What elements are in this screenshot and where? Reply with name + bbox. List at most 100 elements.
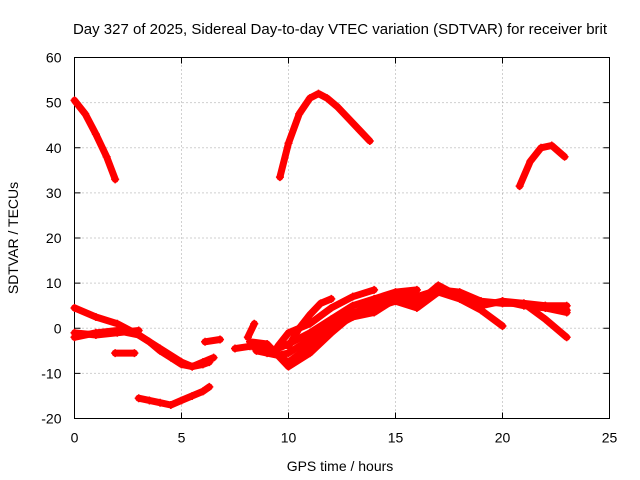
data-point	[177, 396, 186, 405]
data-point	[284, 342, 293, 351]
data-point	[412, 285, 421, 294]
data-point	[434, 288, 443, 297]
data-point	[323, 94, 332, 103]
data-point	[201, 337, 210, 346]
data-point	[156, 398, 165, 407]
series-fragment-a	[111, 349, 139, 358]
x-tick-label: 25	[602, 430, 618, 446]
data-point	[248, 342, 257, 351]
data-point	[370, 285, 379, 294]
data-point	[562, 333, 571, 342]
series-arc-early-low-c	[70, 326, 143, 340]
y-tick-label: 20	[46, 230, 62, 246]
data-point	[134, 394, 143, 403]
data-point	[273, 342, 282, 351]
data-point	[498, 297, 507, 306]
y-tick-label: 10	[46, 275, 62, 291]
data-point	[560, 152, 569, 161]
data-point	[205, 382, 214, 391]
data-point	[327, 315, 336, 324]
x-tick-label: 20	[495, 430, 511, 446]
data-point	[562, 308, 571, 317]
y-tick-label: 30	[46, 185, 62, 201]
x-tick-label: 5	[178, 430, 186, 446]
data-point	[166, 400, 175, 409]
data-point	[216, 335, 225, 344]
data-point	[284, 328, 293, 337]
y-tick-label: 60	[46, 50, 62, 66]
data-point	[231, 344, 239, 353]
y-tick-label: -10	[41, 365, 61, 381]
y-tick-label: 0	[54, 320, 62, 336]
data-point	[305, 328, 314, 337]
series-line	[71, 327, 143, 339]
x-tick-label: 10	[281, 430, 297, 446]
data-point	[198, 387, 207, 396]
data-point	[111, 175, 120, 184]
series-line	[499, 297, 571, 341]
data-point	[177, 360, 186, 369]
axis-ticks	[74, 57, 610, 419]
data-point	[134, 326, 143, 335]
data-point	[145, 337, 154, 346]
data-point	[305, 335, 314, 344]
data-point	[275, 173, 284, 182]
series-arc-afternoon-f	[284, 294, 336, 351]
data-point	[537, 143, 546, 152]
data-point	[284, 139, 293, 148]
series-arc-midday-high	[275, 89, 374, 182]
data-point	[273, 351, 282, 360]
data-point	[305, 310, 314, 319]
data-point	[284, 358, 293, 367]
data-point	[91, 331, 100, 340]
data-point	[365, 136, 374, 145]
data-point	[295, 324, 304, 333]
data-point	[344, 114, 353, 123]
data-point	[455, 294, 464, 303]
data-point	[498, 321, 507, 330]
data-point	[519, 299, 528, 308]
data-point	[316, 299, 325, 308]
data-point	[547, 141, 556, 150]
series-line	[244, 320, 258, 341]
series-fragment-d	[243, 319, 259, 342]
data-point	[391, 297, 400, 306]
data-point	[156, 346, 165, 355]
series-arc-evening-high	[515, 141, 569, 191]
data-point	[370, 294, 379, 303]
data-point	[562, 301, 571, 310]
x-tick-label: 15	[388, 430, 404, 446]
data-point	[198, 358, 207, 367]
series-arc-early-high	[70, 96, 120, 184]
data-point	[81, 109, 90, 118]
data-point	[91, 312, 100, 321]
y-tick-label: 40	[46, 140, 62, 156]
data-point	[145, 396, 154, 405]
x-tick-label: 0	[71, 430, 79, 446]
data-point	[166, 353, 175, 362]
data-point	[209, 353, 218, 362]
series-line	[276, 90, 374, 181]
data-point	[113, 328, 122, 337]
data-point	[412, 303, 421, 312]
data-point	[327, 294, 336, 303]
data-point	[70, 96, 79, 105]
data-point	[305, 94, 314, 103]
data-point	[434, 281, 443, 290]
data-point	[102, 152, 111, 161]
series-arc-afternoon-c	[252, 288, 507, 360]
x-axis-label: GPS time / hours	[287, 458, 394, 474]
data-point	[295, 109, 304, 118]
data-point	[477, 306, 486, 315]
data-point	[263, 349, 272, 358]
series-arc-dip	[134, 382, 214, 409]
series-line	[274, 286, 378, 350]
data-point	[113, 319, 122, 328]
data-point	[188, 391, 197, 400]
series-arc-late	[498, 297, 571, 342]
axis-tick-labels: 0 5 10 15 20 25 -20 -10 0 10 20 30 40 50 60	[41, 50, 617, 446]
series-fragment-e	[541, 301, 571, 310]
y-tick-label: 50	[46, 95, 62, 111]
